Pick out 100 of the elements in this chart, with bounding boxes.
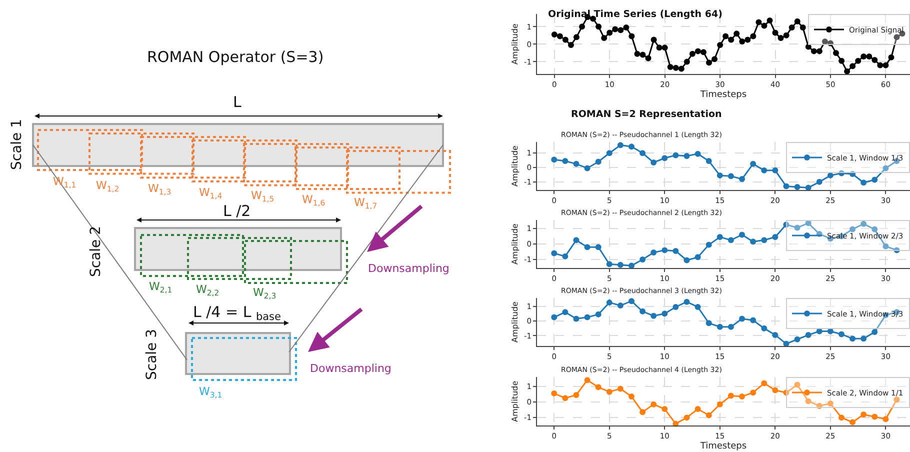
point — [584, 244, 590, 250]
point — [805, 332, 812, 338]
point — [838, 414, 844, 421]
point — [562, 158, 568, 164]
point — [850, 171, 856, 177]
point — [794, 382, 800, 388]
point — [650, 401, 657, 408]
point — [894, 247, 900, 254]
point — [750, 317, 756, 324]
point — [750, 238, 756, 245]
text: W$_{1,7}$ — [354, 196, 378, 210]
point — [584, 165, 590, 172]
point — [860, 180, 867, 186]
y-axis-title: Amplitude — [510, 223, 520, 264]
point — [628, 298, 634, 304]
point — [816, 402, 822, 409]
point — [684, 152, 690, 159]
point — [850, 226, 856, 232]
point — [684, 298, 690, 305]
point — [684, 257, 690, 264]
point — [551, 156, 558, 163]
point — [595, 384, 602, 390]
text: W$_{1,3}$ — [148, 182, 172, 196]
point — [761, 380, 768, 386]
point — [805, 398, 812, 404]
text: W$_{2,3}$ — [253, 286, 276, 300]
point — [739, 394, 746, 400]
text: W$_{3,1}$ — [199, 385, 222, 400]
chart-title: ROMAN S=2 Representation — [571, 109, 722, 120]
point — [606, 300, 612, 306]
point — [694, 406, 701, 412]
point — [573, 237, 580, 244]
text: Scale 1 — [9, 118, 25, 170]
point — [640, 150, 646, 156]
x-axis-title: Timesteps — [699, 442, 747, 452]
point — [706, 158, 712, 164]
point — [562, 309, 568, 316]
text: Downsampling — [368, 262, 450, 275]
point — [716, 172, 723, 178]
point — [617, 386, 624, 392]
point — [783, 183, 790, 190]
text: W$_{1,5}$ — [251, 189, 274, 204]
point — [573, 316, 580, 322]
point — [728, 392, 734, 399]
point — [617, 302, 624, 309]
point — [816, 178, 822, 185]
point — [551, 390, 558, 396]
point — [551, 314, 558, 320]
point — [694, 304, 701, 310]
point — [606, 150, 612, 156]
point — [783, 390, 790, 396]
y-axis-title: Amplitude — [510, 380, 520, 422]
point — [716, 234, 723, 240]
point — [794, 336, 800, 342]
point — [728, 237, 734, 244]
point — [584, 314, 590, 320]
point — [706, 412, 712, 418]
point — [838, 170, 844, 176]
point — [650, 312, 657, 319]
point — [584, 377, 590, 384]
point — [783, 222, 790, 228]
point — [739, 316, 746, 322]
text: Downsampling — [310, 362, 392, 375]
point — [716, 324, 723, 330]
point — [551, 250, 558, 256]
point — [684, 414, 690, 421]
text: W$_{1,6}$ — [302, 193, 326, 208]
point — [606, 388, 612, 395]
point — [706, 242, 712, 248]
point — [882, 165, 889, 172]
point — [882, 243, 889, 250]
point — [761, 167, 768, 174]
point — [617, 262, 624, 268]
point — [628, 394, 634, 400]
point — [662, 406, 668, 412]
point — [672, 248, 679, 254]
point — [650, 159, 657, 166]
point — [573, 392, 580, 398]
text: Scale 3 — [144, 328, 160, 380]
text: ROMAN Operator (S=3) — [147, 48, 324, 66]
point — [872, 329, 878, 336]
point — [650, 250, 657, 256]
point — [672, 304, 679, 310]
point — [672, 152, 679, 158]
y-axis-title: Amplitude — [510, 23, 520, 64]
point — [728, 173, 734, 180]
text: L /2 — [223, 202, 251, 220]
point — [640, 409, 646, 416]
point — [761, 325, 768, 332]
point — [894, 396, 900, 403]
point — [838, 331, 844, 338]
point — [772, 167, 778, 174]
point — [860, 336, 867, 342]
point — [706, 320, 712, 326]
point — [850, 419, 856, 426]
point — [662, 310, 668, 317]
point — [772, 387, 778, 394]
point — [595, 311, 602, 318]
point — [750, 390, 756, 396]
point — [794, 224, 800, 231]
